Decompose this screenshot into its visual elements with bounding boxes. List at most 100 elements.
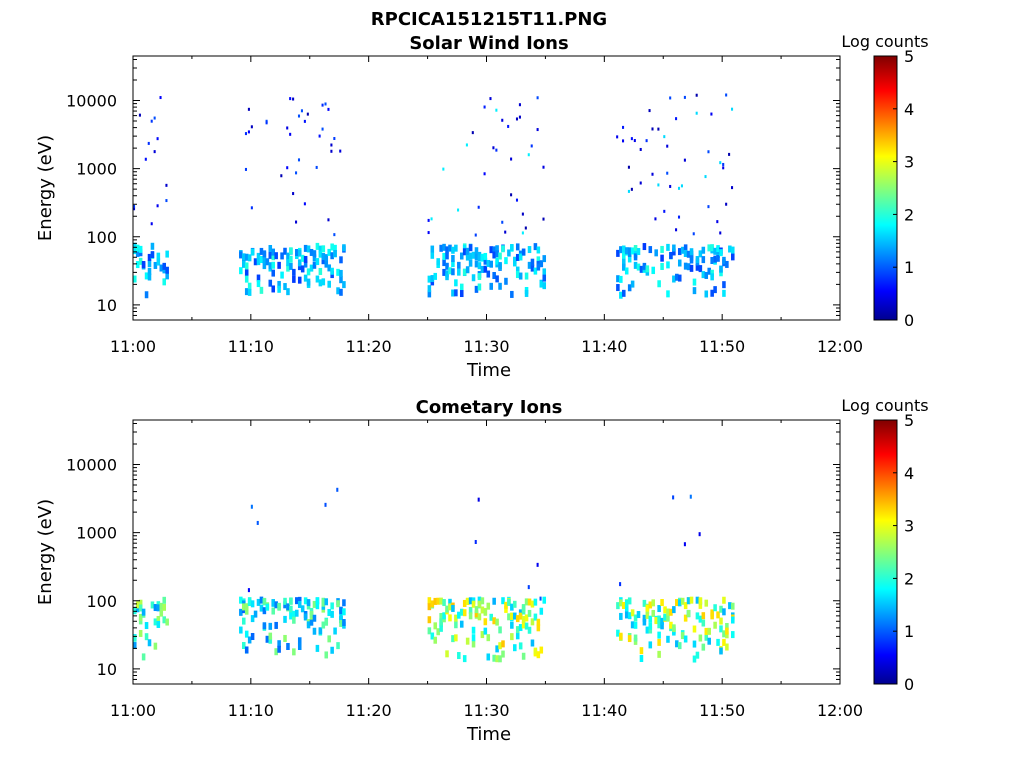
heatmap-cell — [713, 286, 717, 294]
heatmap-cell — [442, 612, 446, 620]
heatmap-cell — [504, 257, 508, 265]
heatmap-cell — [165, 199, 168, 203]
heatmap-cell — [648, 109, 651, 113]
heatmap-cell — [156, 137, 159, 141]
y-tick-label: 10000 — [66, 92, 117, 111]
heatmap-cell — [327, 218, 330, 222]
heatmap-cell — [677, 215, 681, 219]
heatmap-cell — [495, 250, 499, 258]
heatmap-cell — [138, 629, 143, 637]
heatmap-cell — [162, 278, 167, 286]
heatmap-cell — [666, 171, 669, 175]
heatmap-cell — [268, 636, 273, 644]
heatmap-cell — [241, 603, 246, 611]
heatmap-cell — [445, 605, 449, 613]
heatmap-cell — [707, 267, 711, 275]
heatmap-cell — [471, 251, 476, 259]
heatmap-cell — [477, 254, 482, 262]
x-axis-label: Time — [466, 724, 511, 745]
heatmap-cell — [672, 275, 676, 283]
heatmap-cell — [698, 265, 703, 273]
heatmap-cell — [648, 622, 653, 630]
heatmap-cells — [133, 93, 735, 299]
heatmap-cell — [530, 258, 535, 266]
heatmap-cell — [315, 644, 320, 652]
heatmap-cell — [666, 614, 670, 622]
heatmap-cell — [277, 280, 281, 288]
heatmap-cell — [672, 624, 676, 632]
heatmap-cell — [271, 261, 275, 269]
heatmap-cell — [280, 252, 284, 260]
heatmap-cell — [486, 270, 491, 278]
heatmap-cell — [430, 251, 435, 259]
heatmap-cell — [630, 621, 635, 629]
heatmap-cell — [250, 206, 253, 210]
heatmap-cell — [286, 252, 290, 260]
heatmap-cell — [277, 603, 281, 611]
heatmap-cell — [536, 128, 539, 132]
colorbar-tick-label: 0 — [904, 675, 914, 694]
heatmap-cell — [330, 267, 334, 275]
heatmap-cell — [663, 613, 667, 621]
heatmap-cell — [489, 613, 493, 621]
heatmap-cell — [292, 275, 296, 283]
heatmap-cell — [515, 117, 519, 121]
heatmap-cell — [427, 231, 430, 235]
heatmap-cell — [477, 497, 480, 502]
heatmap-cell — [533, 243, 538, 251]
heatmap-cell — [622, 252, 626, 260]
y-tick-label: 100 — [86, 228, 117, 247]
heatmap-cell — [156, 615, 161, 623]
heatmap-cell — [433, 622, 438, 630]
heatmap-cell — [468, 606, 473, 614]
heatmap-cell — [542, 268, 547, 276]
heatmap-cell — [619, 612, 623, 620]
heatmap-cell — [144, 622, 149, 630]
heatmap-cell — [498, 282, 502, 290]
heatmap-cell — [483, 257, 488, 265]
heatmap-cell — [468, 252, 473, 260]
heatmap-cell — [133, 247, 137, 255]
heatmap-cell — [716, 245, 720, 253]
x-tick-label: 11:10 — [228, 701, 274, 720]
heatmap-cell — [321, 252, 326, 260]
heatmap-cell — [250, 600, 255, 608]
heatmap-cell — [666, 608, 670, 616]
heatmap-cell — [489, 260, 493, 268]
heatmap-cell — [642, 243, 647, 251]
heatmap-cell — [639, 647, 644, 655]
heatmap-cell — [451, 604, 455, 612]
heatmap-cell — [527, 585, 530, 590]
heatmap-cell — [156, 258, 161, 266]
heatmap-cell — [616, 249, 620, 257]
heatmap-cell — [333, 137, 336, 141]
heatmap-cell — [704, 290, 709, 298]
heatmap-cell — [462, 599, 467, 607]
heatmap-cell — [333, 250, 337, 258]
heatmap-cell — [462, 655, 467, 663]
heatmap-cell — [686, 250, 691, 258]
heatmap-cell — [133, 275, 137, 283]
heatmap-cell — [636, 263, 641, 271]
heatmap-cell — [297, 642, 302, 650]
heatmap-cell — [268, 262, 273, 270]
heatmap-cell — [477, 613, 482, 621]
heatmap-cell — [265, 258, 270, 266]
heatmap-cell — [710, 289, 714, 297]
heatmap-cell — [457, 611, 461, 619]
heatmap-cell — [630, 137, 633, 141]
heatmap-cell — [695, 596, 700, 604]
heatmap-cell — [471, 131, 474, 135]
heatmap-cell — [442, 259, 446, 267]
heatmap-cell — [486, 653, 491, 661]
heatmap-cell — [303, 613, 308, 621]
heatmap-cell — [256, 252, 261, 260]
heatmap-cell — [244, 253, 249, 261]
heatmap-cell — [657, 615, 661, 623]
heatmap-cell — [616, 284, 620, 292]
heatmap-cell — [719, 605, 723, 613]
heatmap-cell — [268, 245, 273, 253]
heatmap-cell — [471, 634, 476, 642]
heatmap-cell — [159, 264, 164, 272]
heatmap-cell — [141, 608, 146, 616]
